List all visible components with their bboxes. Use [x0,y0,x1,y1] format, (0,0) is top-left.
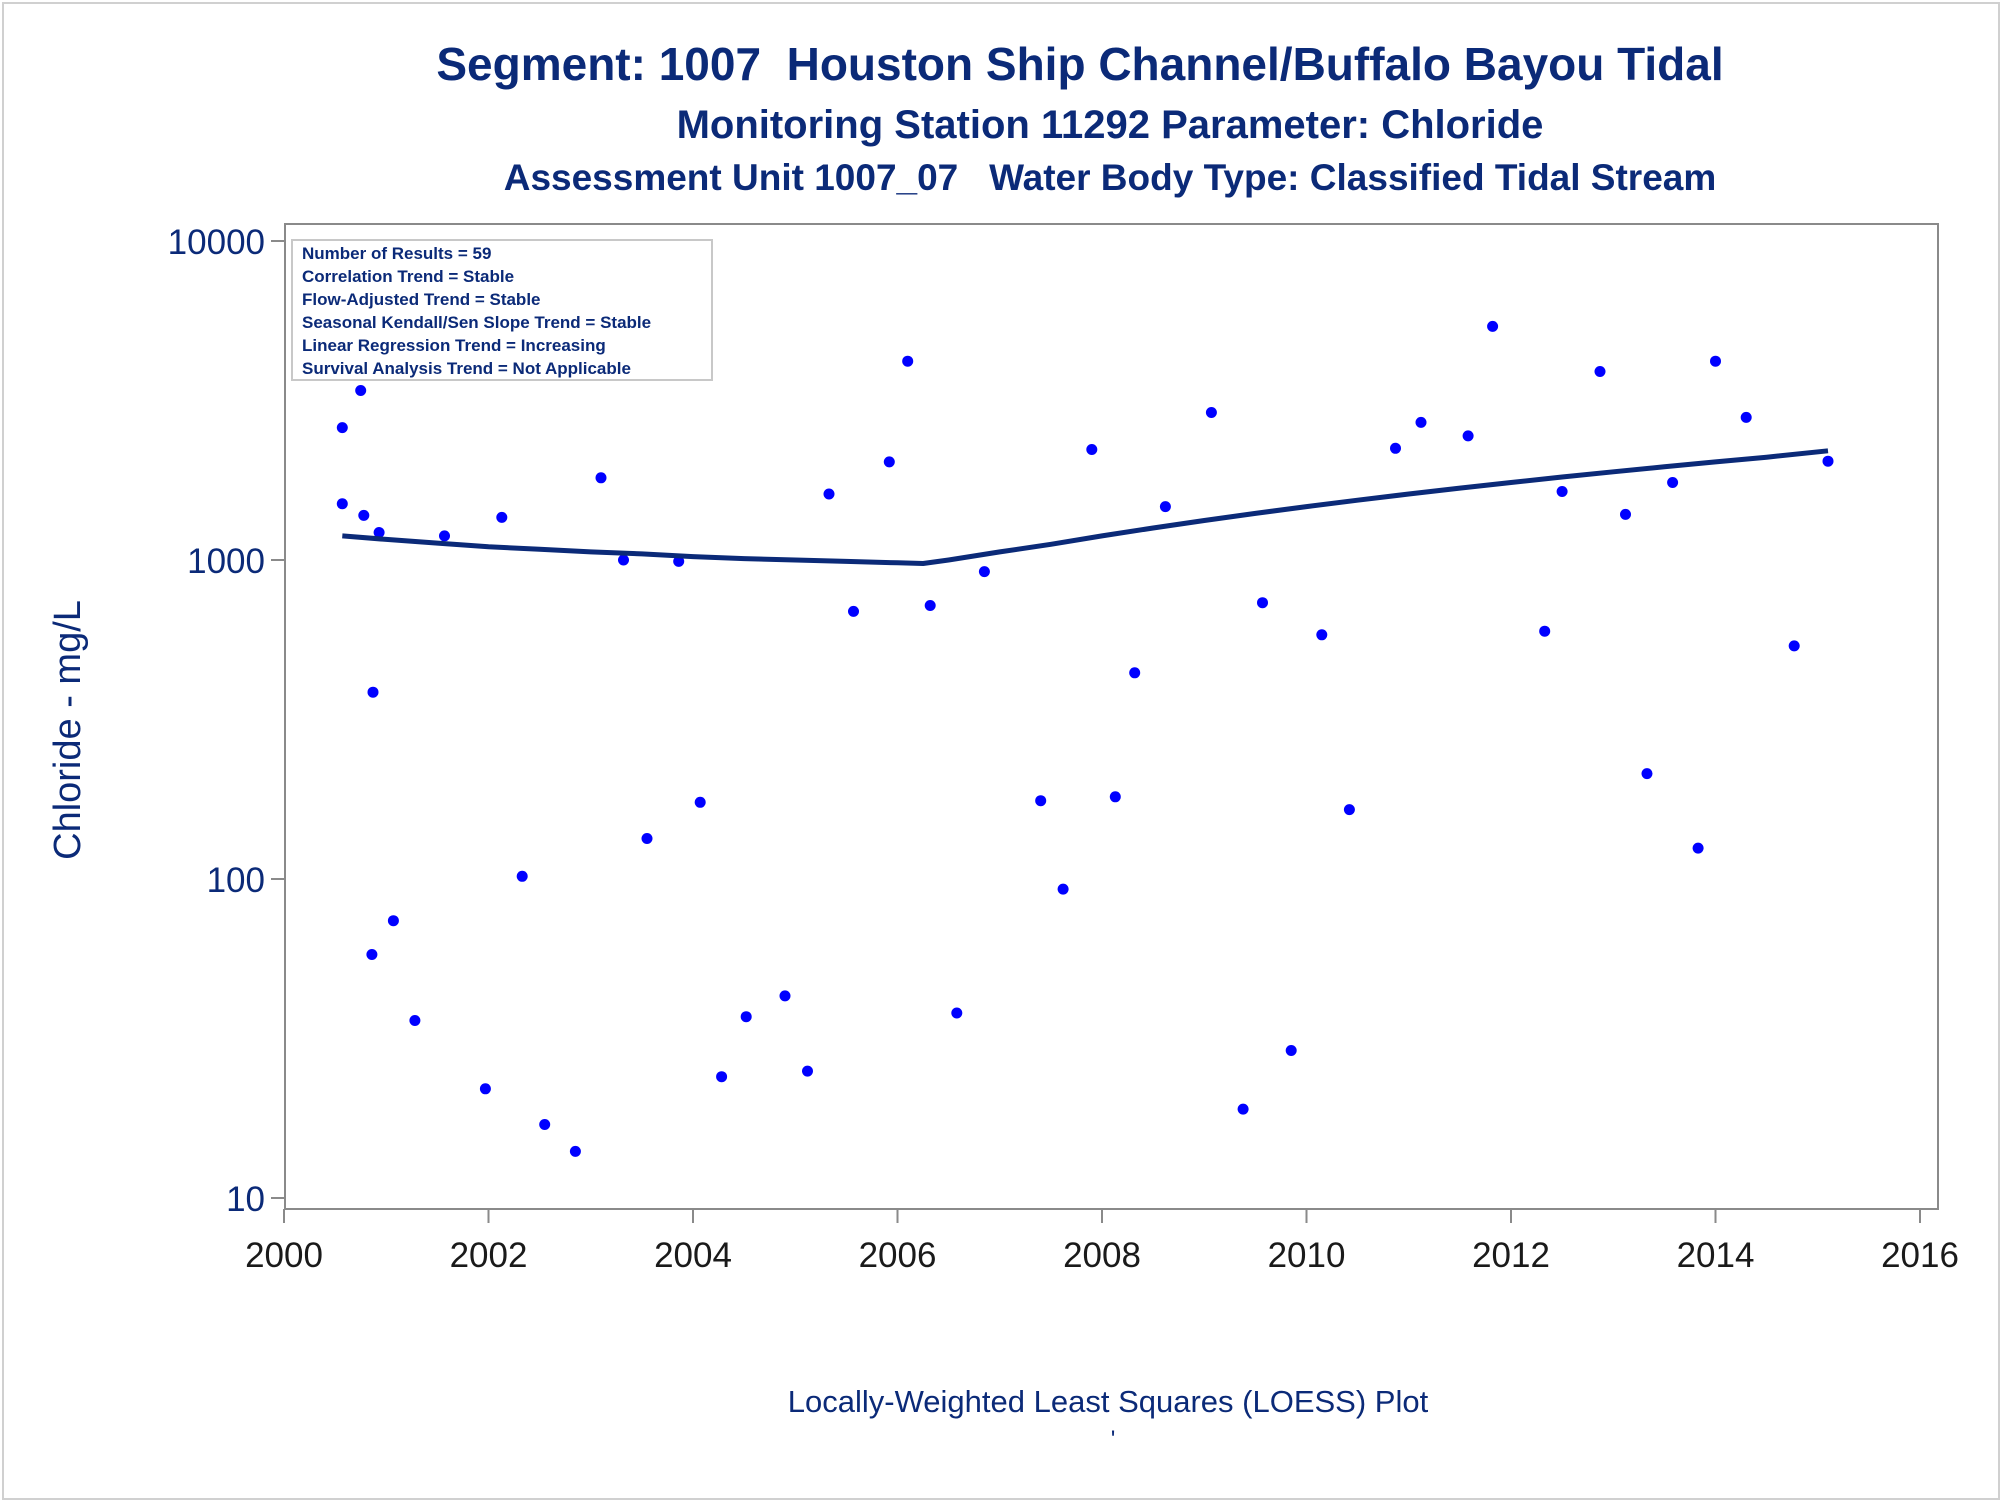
data-point [1539,625,1551,637]
x-tick-label: 2006 [859,1236,937,1275]
data-point [595,472,607,484]
x-axis: 2000 2002 2004 2006 2008 2010 2012 2014 2016 [245,1209,1959,1275]
data-point [1462,430,1474,442]
data-point [358,509,370,521]
data-point [1487,320,1499,332]
x-tick-label: 2016 [1881,1236,1959,1275]
data-point [1035,795,1047,807]
data-point [740,1011,752,1023]
data-point [951,1007,963,1019]
chart-subtitle-assessment: Assessment Unit 1007_07 Water Body Type:… [504,157,1717,198]
data-point [1692,842,1704,854]
data-point [367,686,379,698]
data-point [641,833,653,844]
data-point [373,527,385,538]
x-tick-label: 2010 [1268,1236,1346,1275]
data-point [1257,597,1268,609]
data-point [479,1083,491,1095]
data-point [883,456,895,468]
data-point [366,949,378,960]
data-point [387,915,399,927]
data-point [1086,444,1098,455]
data-point [1594,366,1606,377]
stats-line: Linear Regression Trend = Increasing [302,336,606,355]
data-point [902,355,914,367]
x-tick-label: 2000 [245,1236,323,1275]
data-point [618,554,629,566]
data-point [1343,804,1355,816]
data-point [1159,501,1171,513]
data-point [1316,629,1328,641]
data-point [1788,640,1800,652]
data-point [539,1119,551,1130]
data-point [1620,508,1631,520]
data-point [496,511,508,523]
stats-box: Number of Results = 59 Correlation Trend… [291,239,713,381]
data-point [1667,477,1679,488]
data-point [336,422,348,434]
y-axis-label: Chloride - mg/L [47,600,89,860]
stats-line: Seasonal Kendall/Sen Slope Trend = Stabl… [302,313,651,332]
data-point [1285,1045,1297,1056]
data-point [1556,486,1568,497]
x-tick-label: 2004 [654,1236,732,1275]
footnote: ' [1111,1426,1116,1453]
data-point [978,566,990,578]
data-point [694,796,706,808]
data-point [1740,411,1752,423]
data-point [516,870,528,882]
data-point [1237,1103,1249,1115]
x-tick-label: 2002 [450,1236,528,1275]
y-axis: 10 100 1000 10000 [168,223,285,1219]
data-point [355,385,367,396]
stats-line: Flow-Adjusted Trend = Stable [302,290,541,309]
y-tick-label: 1000 [187,542,265,581]
x-tick-label: 2012 [1472,1236,1550,1275]
data-point [716,1071,728,1083]
data-point [802,1065,813,1077]
loess-line [342,448,1829,566]
data-marks [336,318,1834,1157]
stats-line: Correlation Trend = Stable [302,267,514,286]
y-tick-label: 100 [207,861,265,900]
data-point [848,605,859,617]
data-point [1710,355,1721,367]
data-point [924,600,936,611]
x-axis-label: Locally-Weighted Least Squares (LOESS) P… [788,1384,1429,1419]
y-tick-label: 10000 [168,223,265,262]
data-point [439,530,450,542]
data-point [1390,442,1401,454]
data-point [409,1015,421,1026]
stats-line: Number of Results = 59 [302,244,491,263]
data-point [779,990,791,1002]
data-point [823,488,835,500]
y-tick-label: 10 [226,1180,265,1219]
x-tick-label: 2008 [1063,1236,1141,1275]
data-point [569,1145,581,1157]
data-point [1109,791,1121,803]
data-point [336,498,348,510]
plot-area [284,223,1939,1210]
data-point [673,555,685,567]
data-point [1415,416,1427,428]
stats-line: Survival Analysis Trend = Not Applicable [302,359,631,378]
chart-title: Segment: 1007 Houston Ship Channel/Buffa… [436,38,1723,90]
chart-subtitle-station: Monitoring Station 11292 Parameter: Chlo… [677,103,1544,147]
stats-box-frame [291,239,713,381]
data-point [1129,667,1141,679]
data-point [1822,455,1834,467]
data-point [1057,883,1069,895]
data-point [1205,407,1217,418]
data-point [1641,768,1653,780]
x-tick-label: 2014 [1677,1236,1755,1275]
